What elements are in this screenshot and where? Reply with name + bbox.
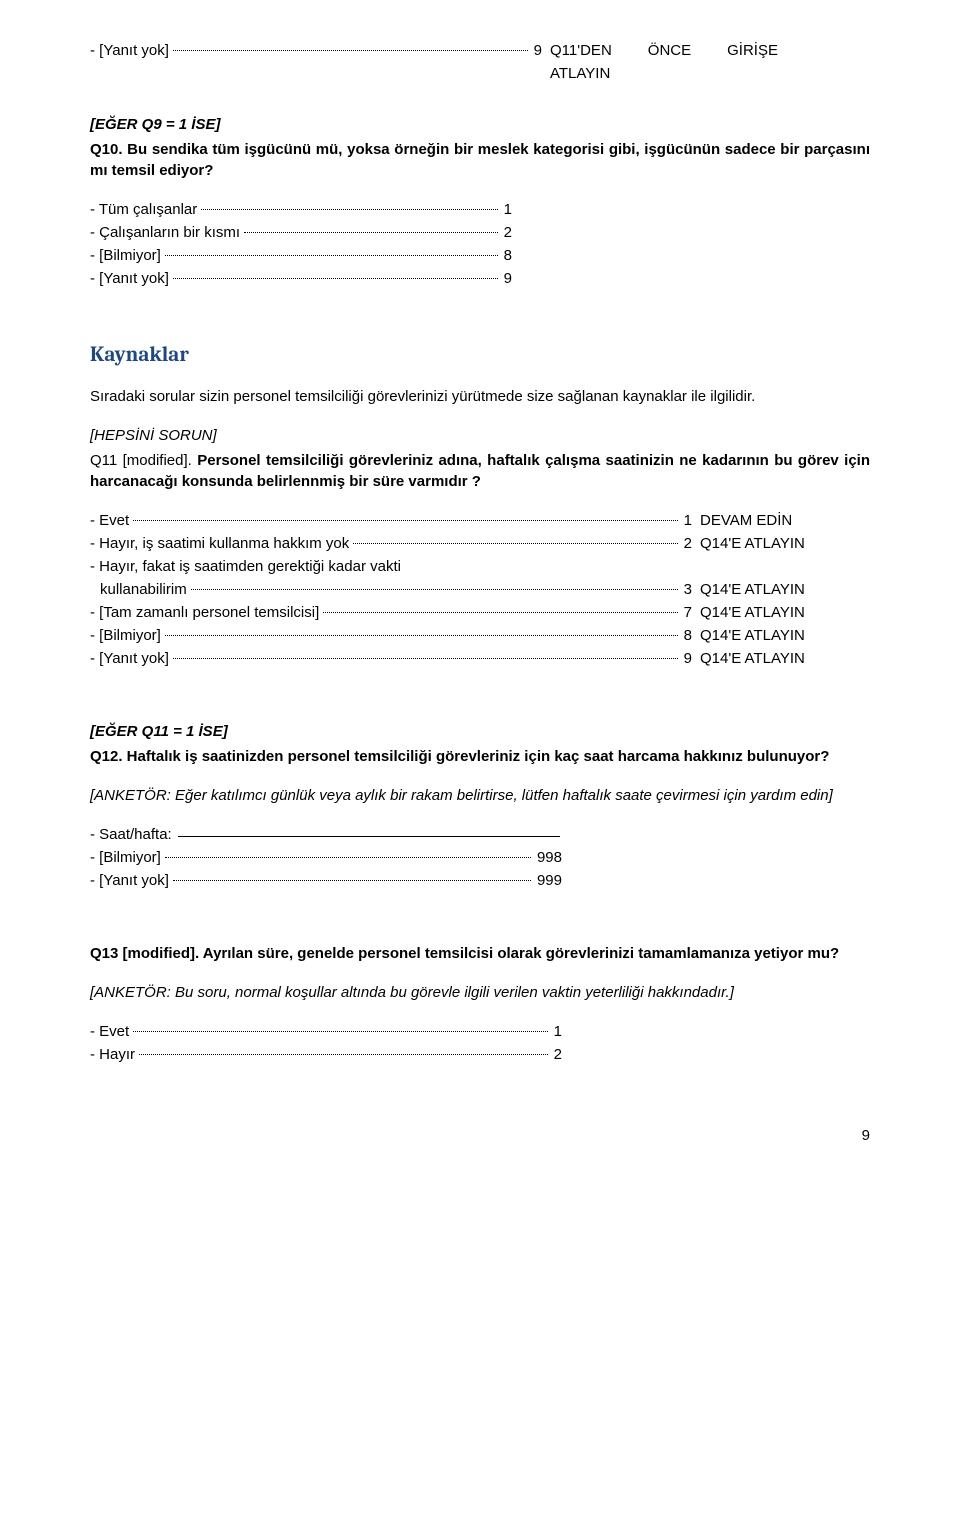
- q12-title: Q12. Haftalık iş saatinizden personel te…: [90, 746, 870, 767]
- q12-hours-row: - Saat/hafta:: [90, 824, 870, 845]
- q10-opt-2-label: - [Bilmiyor]: [90, 245, 161, 266]
- q12-opt-0: - [Bilmiyor] 998: [90, 847, 870, 868]
- q9-action-row1: Q11'DEN ÖNCE GİRİŞE: [550, 40, 870, 61]
- q11-opt-5-label: - [Yanıt yok]: [90, 648, 169, 669]
- q11-opt-0-num: 1: [682, 510, 700, 531]
- q11-opt-2-num: 3: [682, 579, 700, 600]
- q12-opt-0-label: - [Bilmiyor]: [90, 847, 161, 868]
- q13-opt-0: - Evet 1: [90, 1021, 870, 1042]
- q13-opt-0-label: - Evet: [90, 1021, 129, 1042]
- q11-title-bold: Personel temsilciliği görevleriniz adına…: [90, 452, 870, 490]
- q9-below: ATLAYIN: [550, 63, 610, 84]
- q11-opt-0-label: - Evet: [90, 510, 129, 531]
- q10-opt-3-num: 9: [502, 268, 520, 289]
- q9-col3: GİRİŞE: [727, 40, 778, 61]
- q12-note: [ANKETÖR: Eğer katılımcı günlük veya ayl…: [90, 785, 870, 806]
- q11-opt-0-action: DEVAM EDİN: [700, 510, 870, 531]
- q10-opt-3: - [Yanıt yok] 9: [90, 268, 870, 289]
- q11-opt-4-label: - [Bilmiyor]: [90, 625, 161, 646]
- q13-title-bold: Ayrılan süre, genelde personel temsilcis…: [203, 945, 839, 962]
- q11-opt-1-num: 2: [682, 533, 700, 554]
- q11-ask-all: [HEPSİNİ SORUN]: [90, 425, 870, 446]
- q10-opt-0-label: - Tüm çalışanlar: [90, 199, 197, 220]
- q11-opt-4: - [Bilmiyor] 8 Q14'E ATLAYIN: [90, 625, 870, 646]
- q11-opt-5: - [Yanıt yok] 9 Q14'E ATLAYIN: [90, 648, 870, 669]
- q13-opt-1: - Hayır 2: [90, 1044, 870, 1065]
- q10-opt-0-num: 1: [502, 199, 520, 220]
- q10-condition: [EĞER Q9 = 1 İSE]: [90, 114, 870, 135]
- q11-title: Q11 [modified]. Personel temsilciliği gö…: [90, 450, 870, 492]
- q13-opt-0-num: 1: [552, 1021, 570, 1042]
- q12-hours-underline: [178, 836, 560, 837]
- q11-title-pre: Q11 [modified].: [90, 452, 197, 469]
- q10-opt-1-num: 2: [502, 222, 520, 243]
- q10-opt-0: - Tüm çalışanlar 1: [90, 199, 870, 220]
- q10-opt-2-num: 8: [502, 245, 520, 266]
- kaynaklar-intro: Sıradaki sorular sizin personel temsilci…: [90, 386, 870, 407]
- q13-note: [ANKETÖR: Bu soru, normal koşullar altın…: [90, 982, 870, 1003]
- q11-opt-2-cont: kullanabilirim: [100, 579, 187, 600]
- q12-opt-0-num: 998: [535, 847, 570, 868]
- q11-opt-5-num: 9: [682, 648, 700, 669]
- q11-opt-3-action: Q14'E ATLAYIN: [700, 602, 870, 623]
- q9-col1: Q11'DEN: [550, 40, 612, 61]
- q13-title-pre: Q13 [modified].: [90, 945, 203, 962]
- q11-opt-2-action: Q14'E ATLAYIN: [700, 579, 870, 600]
- q10-opt-3-label: - [Yanıt yok]: [90, 268, 169, 289]
- q11-opt-1-action: Q14'E ATLAYIN: [700, 533, 870, 554]
- q11-opt-0: - Evet 1 DEVAM EDİN: [90, 510, 870, 531]
- q11-opt-4-num: 8: [682, 625, 700, 646]
- q9-col2: ÖNCE: [648, 40, 691, 61]
- q11-opt-5-action: Q14'E ATLAYIN: [700, 648, 870, 669]
- q11-opt-1-label: - Hayır, iş saatimi kullanma hakkım yok: [90, 533, 349, 554]
- q11-opt-4-action: Q14'E ATLAYIN: [700, 625, 870, 646]
- q11-opt-1: - Hayır, iş saatimi kullanma hakkım yok …: [90, 533, 870, 554]
- q11-opt-3: - [Tam zamanlı personel temsilcisi] 7 Q1…: [90, 602, 870, 623]
- q13-opt-1-label: - Hayır: [90, 1044, 135, 1065]
- q12-opt-1-num: 999: [535, 870, 570, 891]
- q9-action-row2: - [Yanıt yok] 9 ATLAYIN: [90, 63, 870, 84]
- q9-yanit-yok-num: 9: [532, 40, 550, 61]
- q13-opt-1-num: 2: [552, 1044, 570, 1065]
- dots: [173, 50, 528, 51]
- q10-opt-2: - [Bilmiyor] 8: [90, 245, 870, 266]
- q11-opt-2-line1: - Hayır, fakat iş saatimden gerektiği ka…: [90, 556, 870, 577]
- q11-opt-2-label: - Hayır, fakat iş saatimden gerektiği ka…: [90, 556, 401, 577]
- kaynaklar-heading: Kaynaklar: [90, 341, 870, 370]
- q11-opt-3-label: - [Tam zamanlı personel temsilcisi]: [90, 602, 319, 623]
- q12-opt-1-label: - [Yanıt yok]: [90, 870, 169, 891]
- page-number: 9: [90, 1125, 870, 1146]
- q10-opt-1-label: - Çalışanların bir kısmı: [90, 222, 240, 243]
- q9-yanit-yok-row: - [Yanıt yok] 9 Q11'DEN ÖNCE GİRİŞE: [90, 40, 870, 61]
- q13-title: Q13 [modified]. Ayrılan süre, genelde pe…: [90, 943, 870, 964]
- q12-opt-1: - [Yanıt yok] 999: [90, 870, 870, 891]
- q12-hours-label: - Saat/hafta:: [90, 824, 172, 845]
- q11-opt-2-line2: kullanabilirim 3 Q14'E ATLAYIN: [90, 579, 870, 600]
- q12-condition: [EĞER Q11 = 1 İSE]: [90, 721, 870, 742]
- q10-opt-1: - Çalışanların bir kısmı 2: [90, 222, 870, 243]
- q10-title: Q10. Bu sendika tüm işgücünü mü, yoksa ö…: [90, 139, 870, 181]
- q9-yanit-yok-label: - [Yanıt yok]: [90, 40, 169, 61]
- q11-opt-3-num: 7: [682, 602, 700, 623]
